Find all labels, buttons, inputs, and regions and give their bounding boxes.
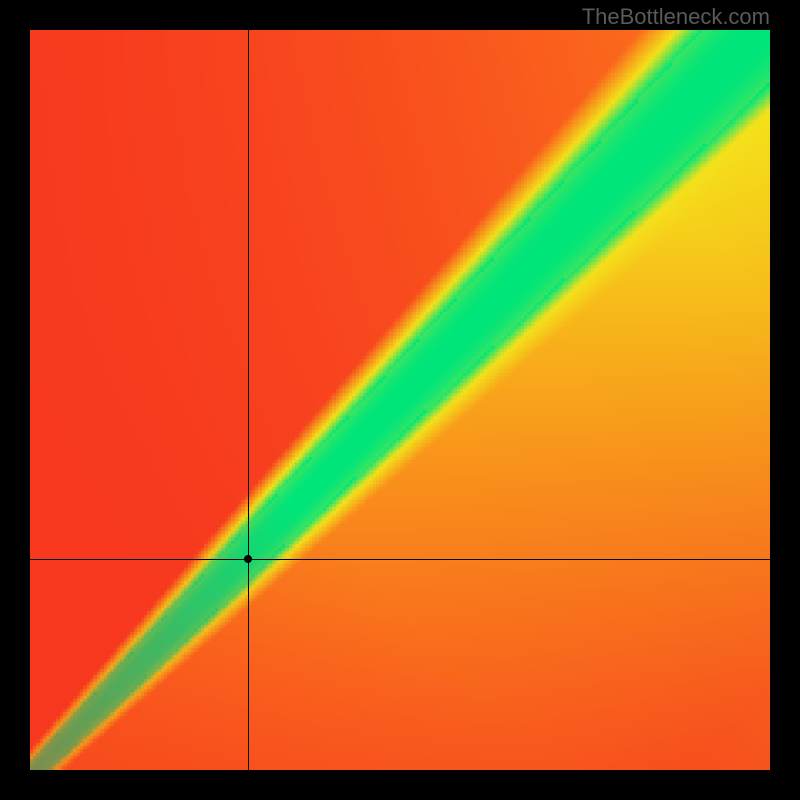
chart-border [0,0,800,800]
watermark-text: TheBottleneck.com [582,4,770,30]
chart-plot-area [30,30,770,770]
chart-container: TheBottleneck.com [0,0,800,800]
crosshair-vertical [248,30,249,770]
data-point-marker [244,555,252,563]
crosshair-horizontal [30,559,770,560]
heatmap-canvas [30,30,770,770]
